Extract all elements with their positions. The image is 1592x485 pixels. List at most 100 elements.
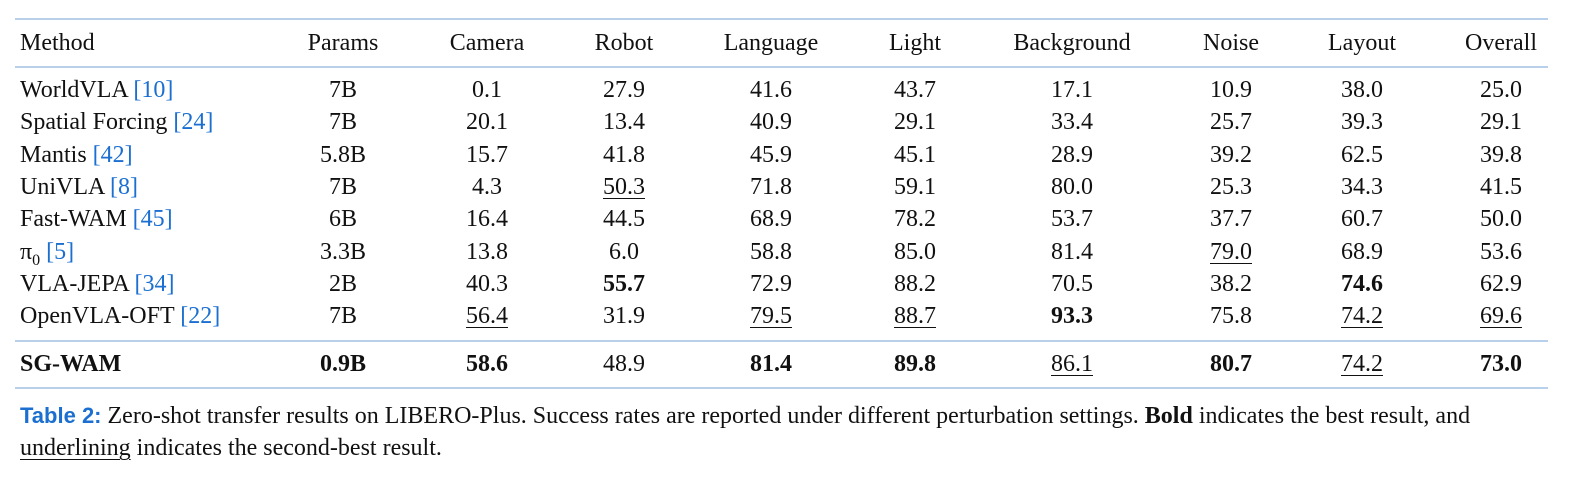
- column-header: Layout: [1328, 30, 1396, 56]
- table-cell: 10.9: [1210, 77, 1252, 103]
- table-cell: 41.6: [750, 77, 792, 103]
- table-cell: 81.4: [750, 351, 792, 377]
- table-cell: 15.7: [466, 141, 508, 168]
- caption-text: indicates the best result, and: [1198, 403, 1471, 429]
- table-cell: 58.8: [750, 238, 792, 265]
- table-cell: 39.2: [1210, 141, 1252, 168]
- table-cell: 71.8: [750, 173, 792, 200]
- citation: [5]: [46, 238, 75, 265]
- table-cell: 62.5: [1341, 141, 1383, 168]
- method-name: Fast-WAM: [20, 206, 127, 233]
- method-name: UniVLA: [20, 173, 104, 200]
- table-cell: 79.5: [750, 303, 792, 330]
- method-cell: WorldVLA [10]: [20, 75, 173, 105]
- citation: [24]: [173, 109, 214, 136]
- table-cell: 70.5: [1051, 270, 1093, 297]
- table-cell: 45.9: [750, 141, 792, 168]
- table-cell: 25.7: [1210, 109, 1252, 136]
- citation: [10]: [133, 77, 174, 103]
- table-cell: 38.0: [1341, 77, 1383, 103]
- table-cell: 75.8: [1210, 303, 1252, 330]
- table-cell: 59.1: [894, 173, 936, 200]
- column-header: Params: [307, 30, 379, 56]
- table-cell: 68.9: [1341, 238, 1383, 265]
- table-cell: 44.5: [603, 206, 645, 233]
- table-cell: 17.1: [1051, 77, 1093, 103]
- table-cell: 81.4: [1051, 238, 1093, 265]
- table-cell: 34.3: [1341, 173, 1383, 200]
- caption-text: indicates the second-best result.: [136, 435, 442, 461]
- column-header: Overall: [1465, 30, 1537, 56]
- table-cell: 7B: [328, 303, 357, 330]
- table-cell: 80.0: [1051, 173, 1093, 200]
- column-header: Light: [889, 30, 941, 56]
- table-cell: 68.9: [750, 206, 792, 233]
- table-cell: 5.8B: [319, 141, 366, 168]
- table-cell: 0.1: [472, 77, 502, 103]
- table-cell: 73.0: [1480, 351, 1522, 377]
- table-cell: 50.0: [1480, 206, 1522, 233]
- table-cell: 72.9: [750, 270, 792, 297]
- table-cell: 2B: [328, 270, 357, 297]
- caption: Table 2: Zero-shot transfer results on L…: [20, 400, 1560, 464]
- table-cell: 27.9: [603, 77, 645, 103]
- citation: [42]: [92, 141, 133, 168]
- method-cell: SG-WAM: [20, 349, 121, 379]
- table-cell: 41.5: [1480, 173, 1522, 200]
- citation: [8]: [110, 173, 138, 200]
- table-cell: 79.0: [1210, 238, 1252, 265]
- table-cell: 62.9: [1480, 270, 1522, 297]
- method-name: WorldVLA: [20, 77, 128, 103]
- citation: [45]: [132, 206, 173, 233]
- table-cell: 4.3: [472, 173, 502, 200]
- table-cell: 43.7: [894, 77, 936, 103]
- table-cell: 28.9: [1051, 141, 1093, 168]
- method-cell: Mantis [42]: [20, 140, 133, 170]
- table-cell: 88.7: [894, 303, 936, 330]
- table-cell: 37.7: [1210, 206, 1252, 233]
- citation: [22]: [180, 303, 221, 330]
- table-cell: 16.4: [466, 206, 508, 233]
- top-rule: [15, 18, 1548, 20]
- caption-underline: underlining: [20, 435, 131, 461]
- table-cell: 0.9B: [319, 351, 366, 377]
- column-header: Camera: [449, 30, 525, 56]
- table-cell: 80.7: [1210, 351, 1252, 377]
- table-cell: 6.0: [609, 238, 639, 265]
- caption-bold: Bold: [1144, 403, 1193, 429]
- table-cell: 13.4: [603, 109, 645, 136]
- table-cell: 55.7: [603, 270, 645, 297]
- table-cell: 29.1: [894, 109, 936, 136]
- table-cell: 50.3: [603, 173, 645, 200]
- method-cell: Fast-WAM [45]: [20, 204, 173, 234]
- table-cell: 89.8: [894, 351, 936, 377]
- method-cell: Spatial Forcing [24]: [20, 107, 213, 137]
- table-cell: 3.3B: [319, 238, 366, 265]
- table-cell: 93.3: [1051, 303, 1093, 330]
- table-cell: 86.1: [1051, 351, 1093, 377]
- table-cell: 88.2: [894, 270, 936, 297]
- table-cell: 74.6: [1341, 270, 1383, 297]
- table-cell: 41.8: [603, 141, 645, 168]
- table-cell: 78.2: [894, 206, 936, 233]
- method-name: Mantis: [20, 141, 87, 168]
- table-cell: 39.8: [1480, 141, 1522, 168]
- table-cell: 7B: [328, 173, 357, 200]
- column-header: Noise: [1203, 30, 1259, 56]
- table-cell: 53.7: [1051, 206, 1093, 233]
- table-cell: 60.7: [1341, 206, 1383, 233]
- method-cell: π0 [5]: [20, 237, 74, 276]
- citation: [34]: [134, 270, 175, 297]
- table-cell: 38.2: [1210, 270, 1252, 297]
- method-subscript: 0: [32, 251, 41, 269]
- table-cell: 25.0: [1480, 77, 1522, 103]
- table-cell: 45.1: [894, 141, 936, 168]
- table-cell: 56.4: [466, 303, 508, 330]
- table-cell: 29.1: [1480, 109, 1522, 136]
- table-cell: 39.3: [1341, 109, 1383, 136]
- column-header: Language: [723, 30, 819, 56]
- method-name: Spatial Forcing: [20, 109, 168, 136]
- table-cell: 25.3: [1210, 173, 1252, 200]
- table-cell: 69.6: [1480, 303, 1522, 330]
